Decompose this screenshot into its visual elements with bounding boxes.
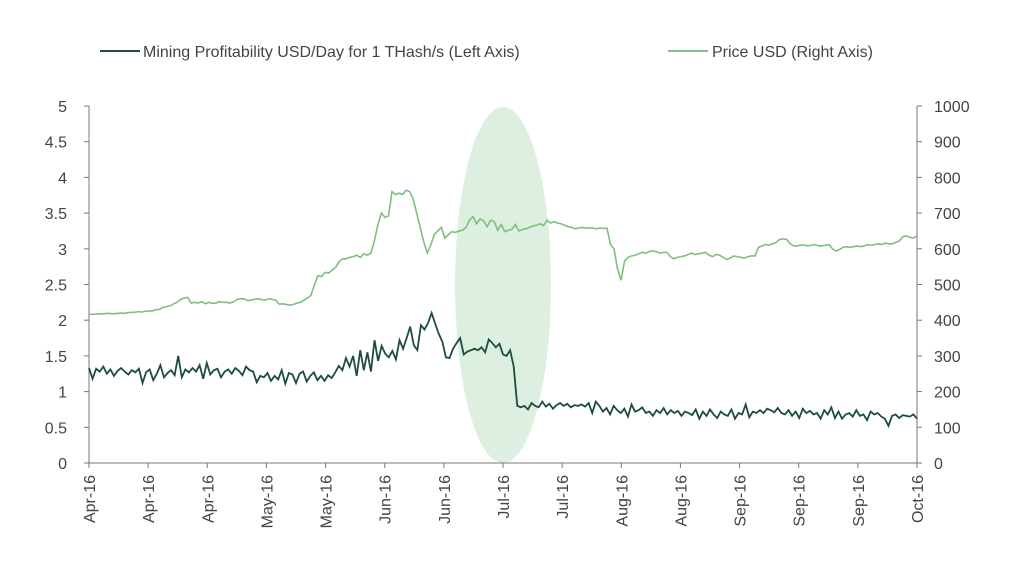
x-tick-label: Apr-16: [82, 475, 99, 523]
right-tick-label: 1000: [934, 99, 970, 116]
left-tick-label: 4: [58, 170, 67, 187]
left-tick-label: 2.5: [45, 278, 67, 295]
right-tick-label: 700: [934, 206, 961, 223]
x-tick-label: Sep-16: [792, 475, 809, 527]
x-tick-label: Aug-16: [673, 475, 690, 527]
x-tick-label: Jul-16: [496, 475, 513, 519]
left-tick-label: 3.5: [45, 206, 67, 223]
left-tick-label: 0.5: [45, 420, 67, 437]
x-tick-label: Jun-16: [378, 475, 395, 524]
x-tick-label: Jul-16: [555, 475, 572, 519]
left-tick-label: 1: [58, 385, 67, 402]
left-tick-label: 5: [58, 99, 67, 116]
series-line-profitability: [88, 310, 918, 429]
right-tick-label: 0: [934, 456, 943, 473]
x-tick-label: Sep-16: [851, 475, 868, 527]
highlight-ellipse: [455, 107, 551, 463]
right-tick-label: 800: [934, 170, 961, 187]
x-tick-label: Sep-16: [733, 475, 750, 527]
left-y-ticks: 0 0.5 1 1.5 2 2.5 3 3.5 4 4.5 5: [45, 99, 89, 473]
left-tick-label: 4.5: [45, 135, 67, 152]
series-line-price: [88, 189, 918, 316]
right-y-ticks: 0 100 200 300 400 500 600 700 800 900 1000: [917, 99, 970, 473]
x-tick-label: Aug-16: [614, 475, 631, 527]
left-tick-label: 2: [58, 313, 67, 330]
legend-label-price: Price USD (Right Axis): [712, 44, 873, 61]
right-tick-label: 300: [934, 349, 961, 366]
right-tick-label: 400: [934, 313, 961, 330]
x-tick-label: Apr-16: [141, 475, 158, 523]
right-tick-label: 500: [934, 278, 961, 295]
left-tick-label: 3: [58, 242, 67, 259]
right-tick-label: 600: [934, 242, 961, 259]
x-tick-label: May-16: [259, 475, 276, 528]
x-tick-label: Apr-16: [200, 475, 217, 523]
x-ticks: Apr-16 Apr-16 Apr-16 May-16 May-16 Jun-16 Jun-…: [82, 463, 927, 528]
x-tick-label: Jun-16: [437, 475, 454, 524]
legend-label-profitability: Mining Profitability USD/Day for 1 THash…: [143, 44, 520, 61]
left-tick-label: 0: [58, 456, 67, 473]
x-tick-label: May-16: [319, 475, 336, 528]
x-tick-label: Oct-16: [910, 475, 927, 523]
right-tick-label: 200: [934, 385, 961, 402]
left-tick-label: 1.5: [45, 349, 67, 366]
right-tick-label: 900: [934, 135, 961, 152]
right-tick-label: 100: [934, 420, 961, 437]
legend: Mining Profitability USD/Day for 1 THash…: [100, 44, 873, 61]
